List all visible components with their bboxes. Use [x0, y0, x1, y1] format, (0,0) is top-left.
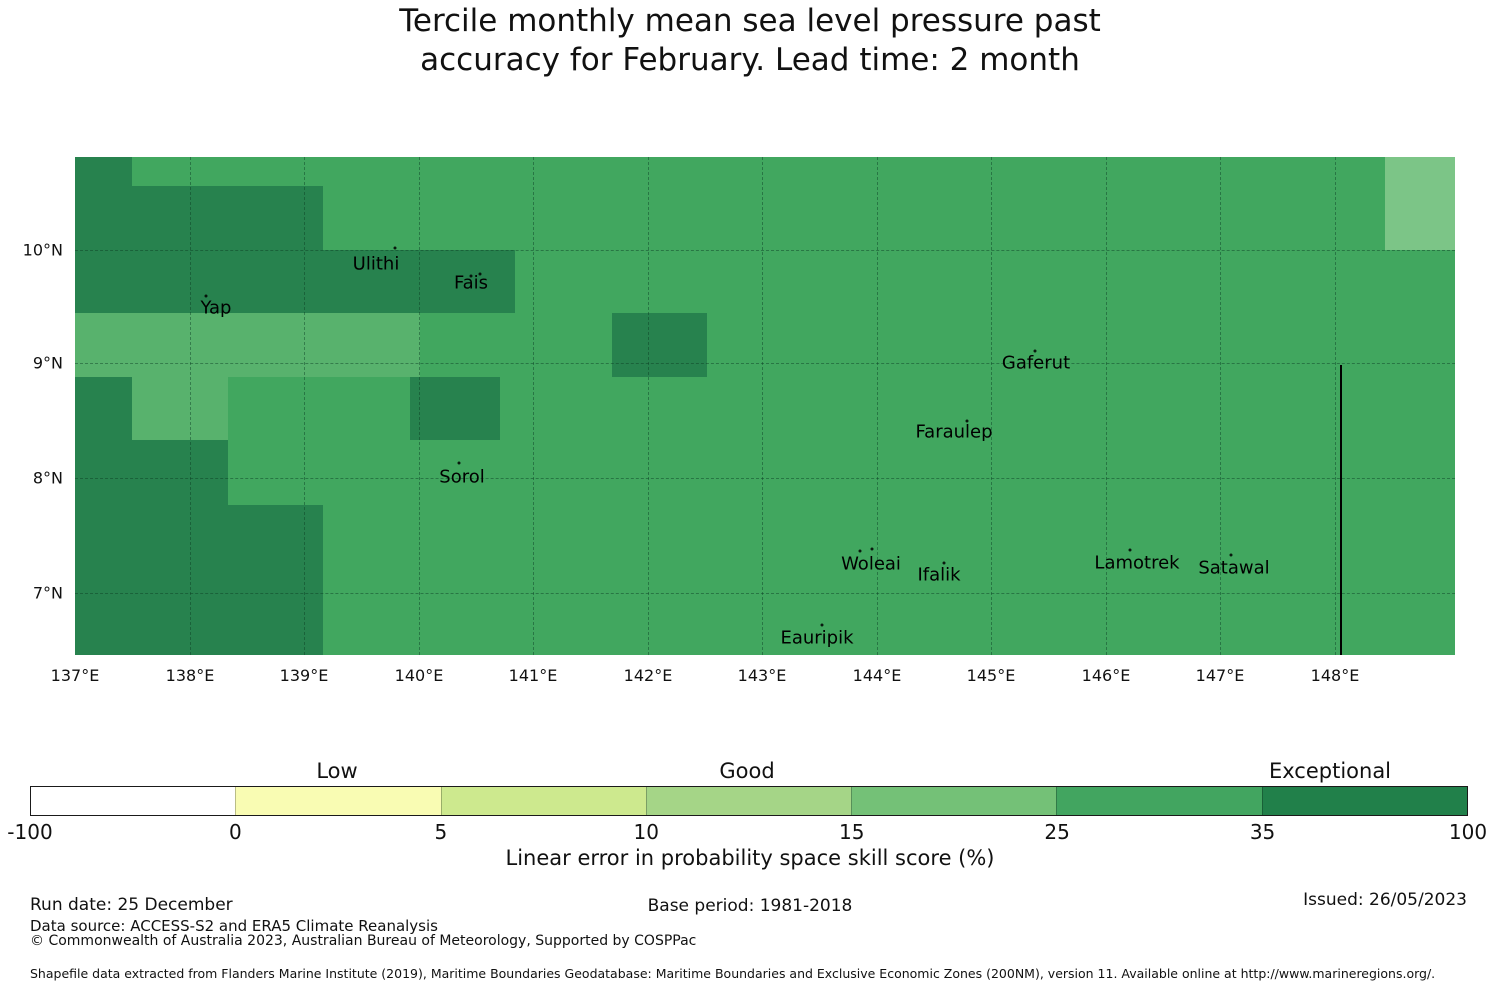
longitude-gridline: [762, 157, 763, 655]
island-label-yap: Yap: [200, 297, 232, 319]
colorbar-segment: [1261, 787, 1467, 815]
map-cell-skill-dark: [75, 440, 228, 505]
title-line-1: Tercile monthly mean sea level pressure …: [399, 3, 1101, 39]
colorbar-axis-label: Linear error in probability space skill …: [505, 846, 995, 870]
x-tick-label: 145°E: [966, 666, 1016, 685]
x-tick-label: 144°E: [852, 666, 902, 685]
colorbar-category-label-low: Low: [316, 759, 358, 783]
longitude-gridline: [419, 157, 420, 655]
map-cell-skill-dark: [132, 186, 323, 313]
island-dot-icon: [1033, 349, 1037, 353]
colorbar-tick-label: -100: [7, 820, 53, 844]
map-cell-skill-dark: [75, 157, 132, 313]
map-cell-skill-light: [132, 377, 228, 440]
x-tick-label: 147°E: [1195, 666, 1245, 685]
map-cell-skill-pale: [1385, 157, 1455, 250]
longitude-gridline: [1106, 157, 1107, 655]
island-label-woleai: Woleai: [841, 553, 901, 575]
colorbar-tick-label: 15: [838, 820, 865, 844]
x-tick-label: 139°E: [279, 666, 329, 685]
base-period-text: Base period: 1981-2018: [647, 896, 853, 916]
x-tick-label: 137°E: [50, 666, 100, 685]
island-dot-icon: [469, 274, 473, 278]
island-dot-icon: [1128, 548, 1132, 552]
island-dot-icon: [870, 547, 874, 551]
latitude-gridline: [75, 250, 1455, 251]
issued-date-text: Issued: 26/05/2023: [1303, 890, 1467, 910]
island-dot-icon: [858, 549, 862, 553]
island-dot-icon: [393, 246, 397, 250]
colorbar-tick-label: 5: [434, 820, 448, 844]
x-tick-label: 142°E: [623, 666, 673, 685]
colorbar-segment: [440, 787, 646, 815]
y-tick-label: 10°N: [22, 240, 63, 260]
map-cell-skill-dark: [612, 313, 707, 377]
island-label-eauripik: Eauripik: [780, 627, 854, 649]
map-cell-skill-dark: [75, 377, 132, 440]
x-tick-label: 141°E: [508, 666, 558, 685]
map-area: Yap Ulithi Fais Sorol Gaferut Faraulep Woleai I…: [75, 157, 1455, 655]
figure-title: Tercile monthly mean sea level pressure …: [0, 2, 1500, 80]
latitude-gridline: [75, 363, 1455, 364]
longitude-gridline: [1335, 157, 1336, 655]
copyright-text: © Commonwealth of Australia 2023, Austra…: [30, 933, 697, 949]
island-label-fais: Fais: [453, 272, 489, 294]
colorbar: [30, 786, 1468, 816]
map-cell-skill-light: [75, 313, 420, 377]
island-label-ifalik: Ifalik: [917, 564, 961, 586]
longitude-gridline: [648, 157, 649, 655]
colorbar-segment: [645, 787, 852, 815]
colorbar-category-label-exceptional: Exceptional: [1268, 759, 1392, 783]
map-cell-skill-dark: [75, 505, 323, 655]
shapefile-note-text: Shapefile data extracted from Flanders M…: [30, 966, 1436, 981]
island-label-faraulep: Faraulep: [915, 421, 993, 443]
colorbar-category-label-good: Good: [719, 759, 775, 783]
longitude-gridline: [533, 157, 534, 655]
y-tick-label: 7°N: [32, 583, 63, 603]
colorbar-tick-label: 25: [1044, 820, 1070, 844]
y-tick-label: 9°N: [32, 353, 63, 373]
island-dot-icon: [478, 272, 482, 276]
island-dot-icon: [965, 419, 969, 423]
latitude-gridline: [75, 593, 1455, 594]
island-dot-icon: [457, 461, 461, 465]
map-cell-skill-dark: [323, 250, 515, 313]
island-dot-icon: [820, 623, 824, 627]
colorbar-segment: [1056, 787, 1262, 815]
colorbar-tick-label: 100: [1448, 820, 1488, 844]
longitude-gridline: [1220, 157, 1221, 655]
island-label-lamotrek: Lamotrek: [1094, 552, 1180, 574]
eez-maritime-boundary-line: [1340, 365, 1342, 655]
data-source-text: Data source: ACCESS-S2 and ERA5 Climate …: [30, 917, 438, 935]
x-tick-label: 148°E: [1310, 666, 1360, 685]
title-line-2: accuracy for February. Lead time: 2 mont…: [420, 42, 1080, 78]
latitude-gridline: [75, 478, 1455, 479]
x-tick-label: 140°E: [394, 666, 444, 685]
island-dot-icon: [1229, 553, 1233, 557]
x-tick-label: 146°E: [1081, 666, 1131, 685]
map-cell-skill-dark: [410, 377, 500, 440]
colorbar-tick-label: 0: [229, 820, 242, 844]
colorbar-segment: [31, 787, 236, 815]
island-dot-icon: [204, 294, 208, 298]
longitude-gridline: [190, 157, 191, 655]
longitude-gridline: [304, 157, 305, 655]
colorbar-segment: [851, 787, 1057, 815]
colorbar-tick-label: 35: [1249, 820, 1276, 844]
island-label-satawal: Satawal: [1198, 557, 1270, 579]
island-dot-icon: [942, 561, 946, 565]
x-tick-label: 143°E: [737, 666, 787, 685]
colorbar-segment: [235, 787, 441, 815]
island-label-sorol: Sorol: [439, 466, 485, 488]
colorbar-tick-label: 10: [633, 820, 660, 844]
y-tick-label: 8°N: [32, 468, 63, 488]
longitude-gridline: [991, 157, 992, 655]
island-label-gaferut: Gaferut: [1001, 352, 1071, 374]
run-date-text: Run date: 25 December: [30, 895, 233, 915]
x-tick-label: 138°E: [165, 666, 215, 685]
island-label-ulithi: Ulithi: [352, 253, 400, 275]
longitude-gridline: [877, 157, 878, 655]
